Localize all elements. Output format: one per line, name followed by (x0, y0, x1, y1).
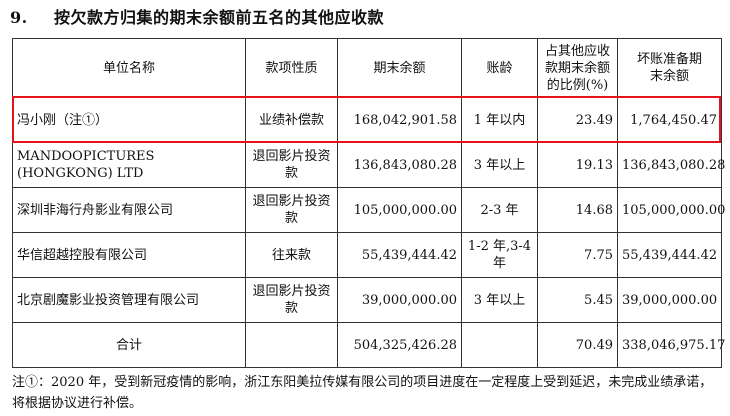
cell-ratio: 5.45 (537, 277, 618, 323)
cell-debtor-name: MANDOOPICTURES (HONGKONG) LTD (12, 142, 246, 188)
header-cell: 款项性质 (245, 38, 338, 98)
table-header-row: 单位名称 款项性质 期末余额 账龄 占其他应收款期末余额的比例(%) 坏账准备期… (12, 38, 722, 98)
cell-closing-balance: 105,000,000.00 (337, 187, 462, 233)
header-cell: 期末余额 (337, 38, 462, 98)
table-row: 华信超越控股有限公司 往来款 55,439,444.42 1-2 年,3-4 年… (12, 232, 722, 278)
table-row: MANDOOPICTURES (HONGKONG) LTD 退回影片投资款 13… (12, 142, 725, 188)
cell-closing-balance: 136,843,080.28 (337, 142, 462, 188)
cell-nature: 往来款 (245, 232, 338, 278)
cell-ratio: 7.75 (537, 232, 618, 278)
total-closing-balance: 504,325,426.28 (337, 322, 462, 368)
cell-ratio: 19.13 (537, 142, 618, 188)
table-row: 深圳非海行舟影业有限公司 退回影片投资款 105,000,000.00 2-3 … (12, 187, 725, 233)
header-cell: 账龄 (461, 38, 538, 98)
total-label: 合计 (12, 322, 246, 368)
header-cell: 单位名称 (12, 38, 246, 98)
cell-debtor-name: 华信超越控股有限公司 (12, 232, 246, 278)
cell-aging: 1-2 年,3-4 年 (461, 232, 538, 278)
receivables-table: 单位名称 款项性质 期末余额 账龄 占其他应收款期末余额的比例(%) 坏账准备期… (12, 38, 725, 368)
cell-nature: 退回影片投资款 (245, 187, 338, 233)
footnote: 注①：2020 年，受到新冠疫情的影响，浙江东阳美拉传媒有限公司的项目进度在一定… (12, 375, 713, 411)
cell-bad-debt-provision: 55,439,444.42 (617, 232, 722, 278)
cell-nature: 退回影片投资款 (245, 277, 338, 323)
cell-closing-balance: 55,439,444.42 (337, 232, 462, 278)
cell-aging: 2-3 年 (461, 187, 538, 233)
cell-nature (245, 322, 338, 368)
header-cell: 坏账准备期末余额 (617, 38, 722, 98)
cell-bad-debt-provision: 1,764,450.47 (617, 97, 722, 143)
cell-debtor-name: 深圳非海行舟影业有限公司 (12, 187, 246, 233)
cell-aging: 3 年以上 (461, 277, 538, 323)
cell-closing-balance: 39,000,000.00 (337, 277, 462, 323)
cell-debtor-name: 冯小刚（注①） (12, 97, 246, 143)
header-cell: 占其他应收款期末余额的比例(%) (537, 38, 618, 98)
cell-aging: 3 年以上 (461, 142, 538, 188)
cell-closing-balance: 168,042,901.58 (337, 97, 462, 143)
cell-bad-debt-provision: 39,000,000.00 (617, 277, 722, 323)
table-row: 北京剧魔影业投资管理有限公司 退回影片投资款 39,000,000.00 3 年… (12, 277, 722, 323)
table-total-row: 合计 504,325,426.28 70.49 338,046,975.17 (12, 322, 725, 368)
total-ratio: 70.49 (537, 322, 618, 368)
cell-ratio: 23.49 (537, 97, 618, 143)
cell-aging: 1 年以内 (461, 97, 538, 143)
section-heading: 9. 按欠款方归集的期末余额前五名的其他应收款 (10, 4, 384, 28)
cell-bad-debt-provision: 105,000,000.00 (617, 187, 725, 233)
section-number: 9. (10, 8, 28, 27)
section-title: 按欠款方归集的期末余额前五名的其他应收款 (54, 8, 385, 27)
cell-nature: 退回影片投资款 (245, 142, 338, 188)
table-row: 冯小刚（注①） 业绩补偿款 168,042,901.58 1 年以内 23.49… (12, 97, 722, 143)
cell-aging (461, 322, 538, 368)
cell-nature: 业绩补偿款 (245, 97, 338, 143)
cell-debtor-name: 北京剧魔影业投资管理有限公司 (12, 277, 246, 323)
total-bad-debt-provision: 338,046,975.17 (617, 322, 725, 368)
cell-ratio: 14.68 (537, 187, 618, 233)
cell-bad-debt-provision: 136,843,080.28 (617, 142, 725, 188)
